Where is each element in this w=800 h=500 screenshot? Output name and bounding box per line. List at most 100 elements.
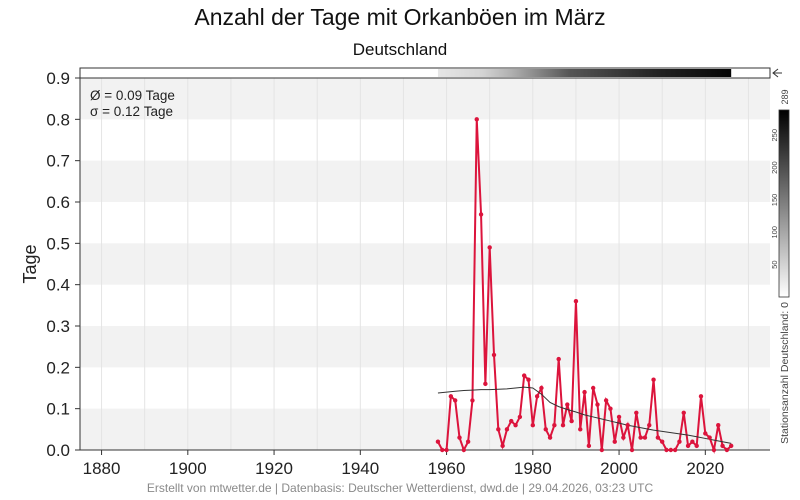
trend-line (437, 386, 732, 444)
data-point (690, 439, 695, 444)
data-point (452, 398, 458, 403)
colorbar-gradient (778, 109, 790, 298)
data-point (625, 423, 630, 428)
colorbar-max-label: 289 (780, 89, 790, 104)
y-tick-label: 0.9 (46, 69, 70, 88)
data-point (595, 402, 600, 407)
data-point (465, 439, 471, 444)
data-point (599, 447, 605, 453)
data-point (539, 385, 544, 391)
footer-credit: Erstellt von mtwetter.de | Datenbasis: D… (146, 481, 654, 495)
colorbar-tick-label: 150 (770, 194, 779, 207)
strip-arrow-icon (772, 68, 782, 78)
y-tick-label: 0.8 (46, 110, 70, 129)
data-point (582, 389, 587, 395)
data-point (448, 394, 454, 399)
data-point (440, 447, 445, 453)
data-point (720, 443, 725, 449)
colorbar-tick-label: 50 (770, 260, 779, 268)
data-point (556, 356, 561, 362)
data-point (500, 443, 505, 449)
data-point (578, 427, 583, 432)
data-point (590, 385, 596, 391)
data-point (634, 410, 639, 415)
data-point (724, 447, 730, 453)
data-point (668, 447, 674, 453)
data-point (509, 418, 514, 424)
data-point (608, 406, 613, 411)
grid-band (80, 160, 770, 202)
data-point (659, 439, 665, 444)
grid-band (80, 326, 770, 368)
station-strip (79, 67, 771, 79)
data-point (461, 447, 467, 453)
data-point (517, 414, 523, 420)
data-point (444, 447, 449, 453)
data-point (685, 443, 691, 449)
y-tick-label: 0.6 (46, 193, 70, 212)
data-point (565, 402, 570, 407)
mean-label: Ø = 0.09 Tage (90, 88, 175, 103)
data-point (491, 352, 497, 358)
data-point (513, 423, 518, 428)
y-tick-label: 0.4 (46, 276, 70, 295)
y-axis-label: Tage (20, 244, 40, 283)
data-point (560, 423, 566, 428)
data-point (457, 435, 462, 440)
data-point (573, 299, 579, 304)
data-point (586, 443, 592, 449)
data-point (621, 435, 626, 440)
x-tick-label: 1920 (255, 459, 293, 478)
data-point (698, 394, 704, 399)
x-tick-label: 2020 (686, 459, 724, 478)
data-point (664, 447, 669, 453)
data-point (655, 435, 661, 440)
colorbar-tick-label: 200 (770, 161, 779, 174)
x-tick-label: 1900 (169, 459, 207, 478)
chart-title: Anzahl der Tage mit Orkanböen im März (194, 4, 606, 30)
data-point (487, 245, 492, 250)
grid-band (80, 408, 770, 450)
data-point (629, 447, 635, 453)
data-point (703, 431, 708, 436)
y-tick-label: 0.3 (46, 317, 70, 336)
data-point (547, 435, 553, 440)
y-tick-label: 0.5 (46, 234, 70, 253)
data-point (435, 439, 441, 444)
chart-subtitle: Deutschland (352, 40, 448, 59)
data-point (638, 435, 643, 440)
data-point (651, 377, 656, 382)
data-point (543, 427, 548, 432)
data-point (728, 443, 734, 449)
data-point (478, 212, 484, 217)
grid-band (80, 243, 770, 285)
data-point (470, 398, 475, 403)
data-point (569, 418, 574, 424)
y-tick-label: 0.0 (46, 441, 70, 460)
colorbar-label: Stationsanzahl Deutschland: 0 (779, 302, 791, 444)
data-point (681, 410, 686, 415)
data-point (496, 427, 501, 432)
data-point (526, 377, 531, 382)
y-tick-label: 0.2 (46, 358, 70, 377)
data-point (474, 117, 479, 122)
data-point (616, 414, 622, 420)
data-point (612, 439, 617, 444)
stats-box: Ø = 0.09 Tage σ = 0.12 Tage (90, 88, 175, 119)
x-tick-label: 1960 (428, 459, 466, 478)
x-tick-label: 1880 (83, 459, 121, 478)
data-point (716, 423, 721, 428)
data-point (603, 398, 609, 403)
data-point (483, 381, 488, 387)
data-point (642, 435, 648, 440)
data-point (677, 439, 682, 444)
data-point (711, 447, 717, 453)
grid-band (80, 78, 770, 120)
data-point (707, 435, 712, 440)
x-tick-label: 1980 (514, 459, 552, 478)
colorbar-tick-label: 100 (770, 226, 779, 239)
data-point (552, 423, 557, 428)
data-point (504, 427, 510, 432)
colorbar-tick-label: 250 (770, 129, 779, 142)
